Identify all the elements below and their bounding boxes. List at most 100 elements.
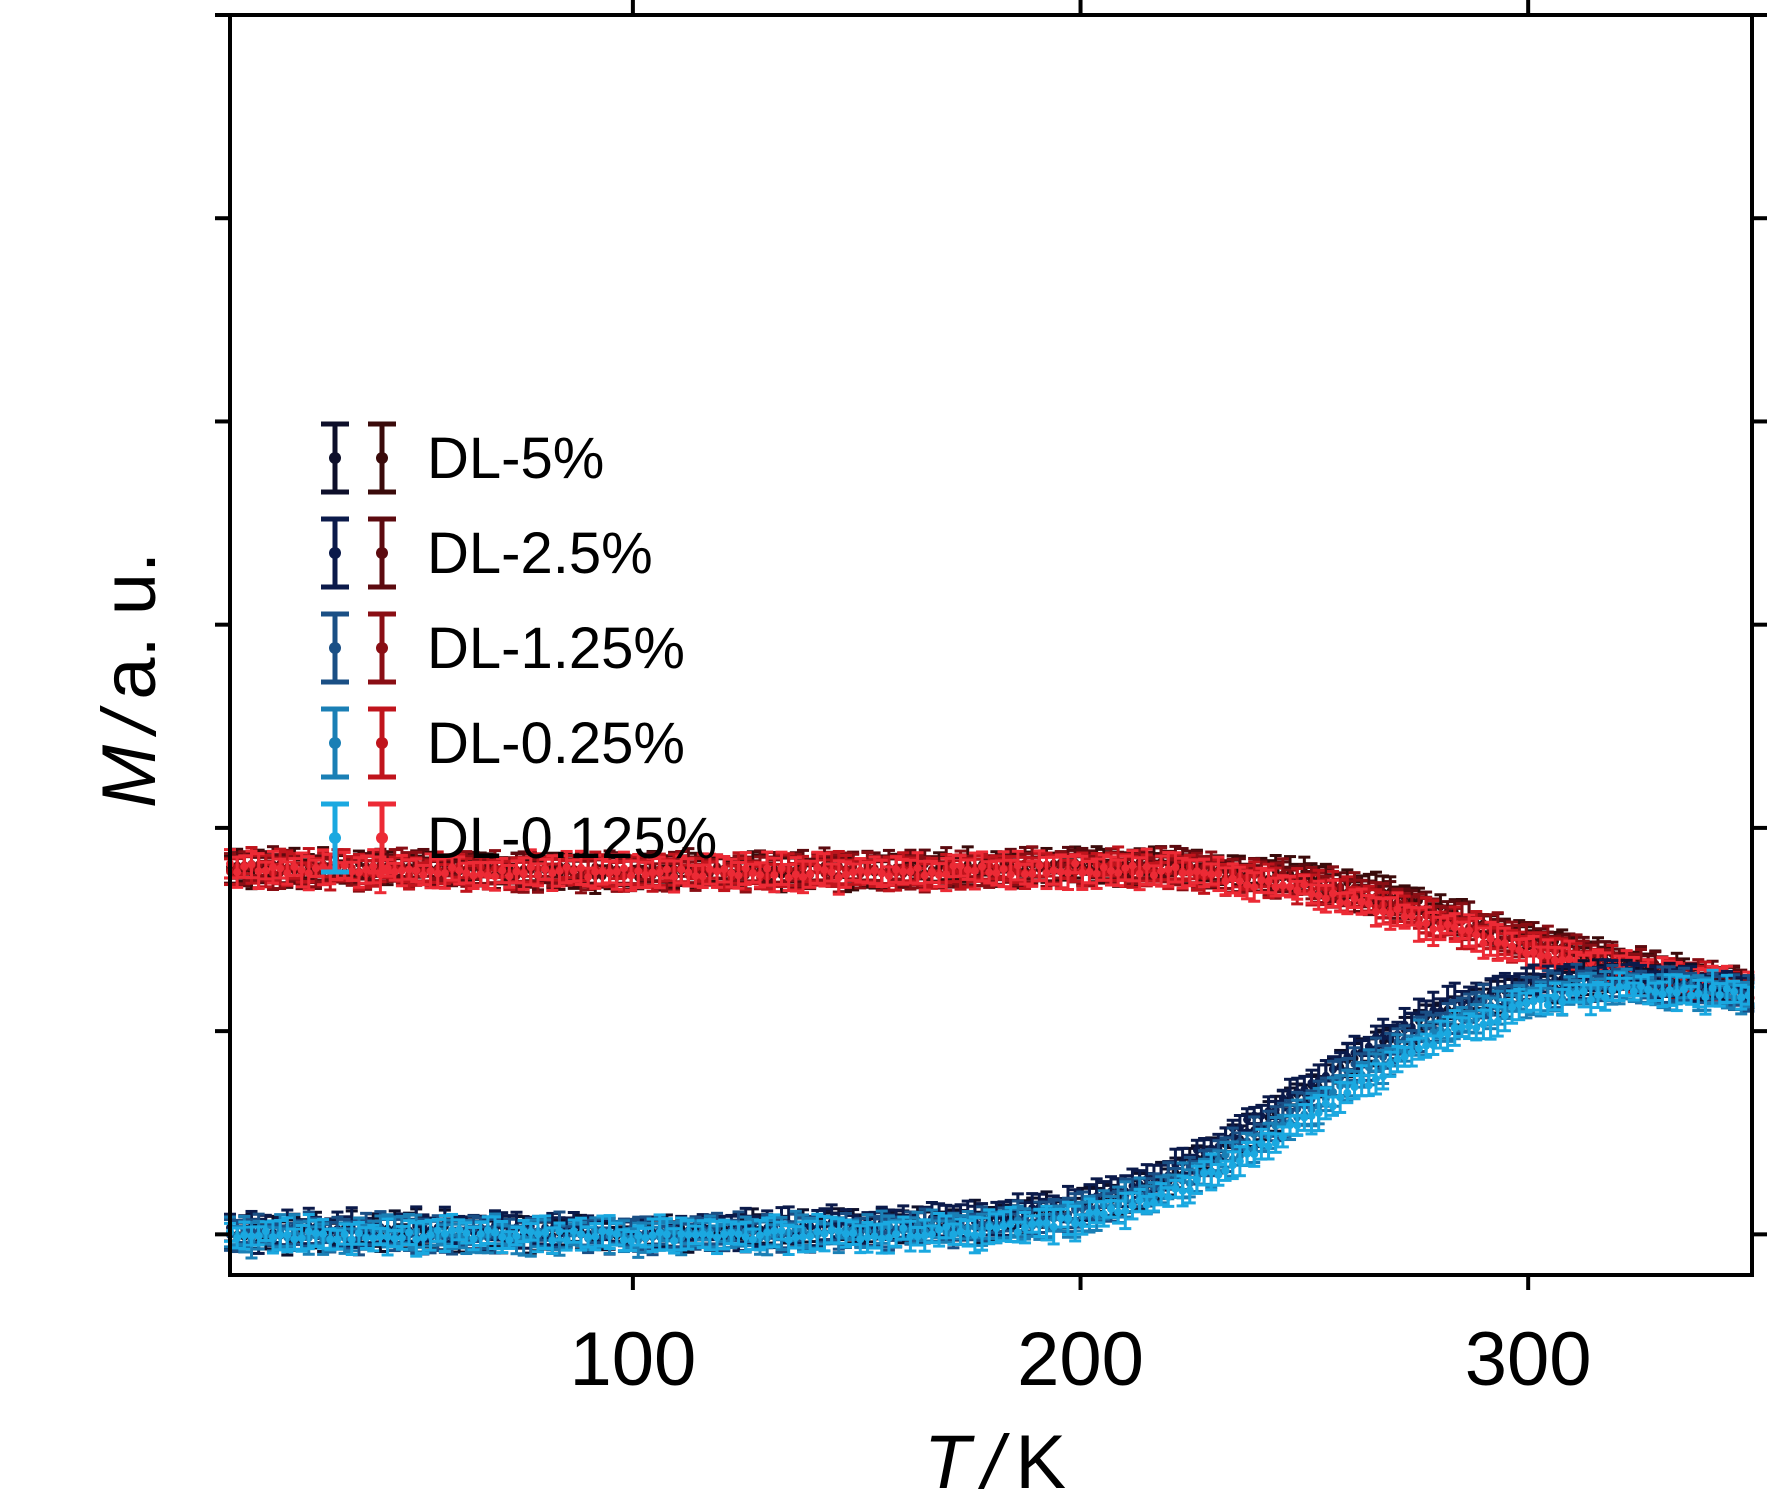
data-point: [1543, 951, 1552, 960]
data-point: [863, 868, 872, 877]
data-point: [1551, 956, 1560, 965]
data-point: [841, 870, 850, 879]
data-point: [1171, 863, 1180, 872]
data-point: [533, 870, 542, 879]
data-point: [806, 870, 815, 879]
data-point: [985, 868, 994, 877]
data-point: [1407, 912, 1416, 921]
data-point: [1149, 871, 1158, 880]
data-point: [1286, 882, 1295, 891]
data-point: [297, 865, 306, 874]
data-point: [233, 868, 242, 877]
data-point: [1157, 867, 1166, 876]
data-point: [1479, 939, 1488, 948]
data-point: [1092, 869, 1101, 878]
data-point: [1486, 934, 1495, 943]
data-point: [311, 864, 320, 873]
data-point: [1221, 877, 1230, 886]
data-point: [483, 871, 492, 880]
data-point: [1235, 877, 1244, 886]
data-point: [1508, 942, 1517, 951]
data-point: [1343, 899, 1352, 908]
data-point: [956, 861, 965, 870]
data-point: [770, 870, 779, 879]
data-point: [1257, 876, 1266, 885]
data-point: [963, 865, 972, 874]
data-point: [1515, 946, 1524, 955]
data-point: [1250, 882, 1259, 891]
data-point: [1243, 880, 1252, 889]
data-point: [1128, 861, 1137, 870]
data-point: [354, 868, 363, 877]
data-point: [670, 872, 679, 881]
data-point: [756, 870, 765, 879]
data-point: [1114, 868, 1123, 877]
data-point: [1379, 907, 1388, 916]
data-point: [1021, 870, 1030, 879]
data-point: [1400, 912, 1409, 921]
data-point: [369, 862, 378, 871]
data-point: [476, 870, 485, 879]
data-point: [906, 867, 915, 876]
data-point: [1271, 883, 1280, 892]
data-point: [856, 866, 865, 875]
data-point: [899, 867, 908, 876]
data-point: [877, 869, 886, 878]
data-point: [1307, 889, 1316, 898]
data-point: [834, 873, 843, 882]
data-point: [1529, 948, 1538, 957]
data-point: [261, 866, 270, 875]
data-point: [469, 871, 478, 880]
data-point: [1200, 868, 1209, 877]
series-layer: [224, 844, 1755, 1260]
data-point: [1121, 863, 1130, 872]
data-point: [1386, 909, 1395, 918]
data-point: [1500, 939, 1509, 948]
data-point: [870, 866, 879, 875]
data-point: [1536, 951, 1545, 960]
data-point: [1321, 894, 1330, 903]
data-point: [1178, 869, 1187, 878]
data-point: [935, 871, 944, 880]
data-point: [1429, 925, 1438, 934]
data-point: [720, 865, 729, 874]
data-point: [1071, 859, 1080, 868]
data-point: [1364, 899, 1373, 908]
data-point: [1278, 881, 1287, 890]
data-point: [1085, 868, 1094, 877]
data-point: [920, 871, 929, 880]
data-point: [727, 869, 736, 878]
data-point: [627, 871, 636, 880]
data-point: [827, 868, 836, 877]
data-point: [970, 867, 979, 876]
data-point: [798, 872, 807, 881]
data-point: [1056, 867, 1065, 876]
data-point: [1042, 868, 1051, 877]
data-point: [1228, 874, 1237, 883]
data-point: [1450, 923, 1459, 932]
data-point: [892, 865, 901, 874]
data-point: [1522, 949, 1531, 958]
data-point: [1336, 898, 1345, 907]
data-point: [1035, 861, 1044, 870]
data-point: [1493, 938, 1502, 947]
data-point: [884, 872, 893, 881]
data-point: [290, 863, 299, 872]
data-point: [1457, 926, 1466, 935]
data-point: [247, 860, 256, 869]
data-point: [1006, 870, 1015, 879]
data-point: [763, 864, 772, 873]
data-point: [1106, 866, 1115, 875]
data-point: [813, 863, 822, 872]
data-point: [1164, 865, 1173, 874]
data-point: [268, 863, 277, 872]
data-point: [584, 873, 593, 882]
data-point: [254, 867, 263, 876]
data-point: [641, 870, 650, 879]
data-point: [791, 870, 800, 879]
data-point: [784, 873, 793, 882]
data-point: [419, 871, 428, 880]
data-point: [1207, 870, 1216, 879]
data-point: [1472, 930, 1481, 939]
